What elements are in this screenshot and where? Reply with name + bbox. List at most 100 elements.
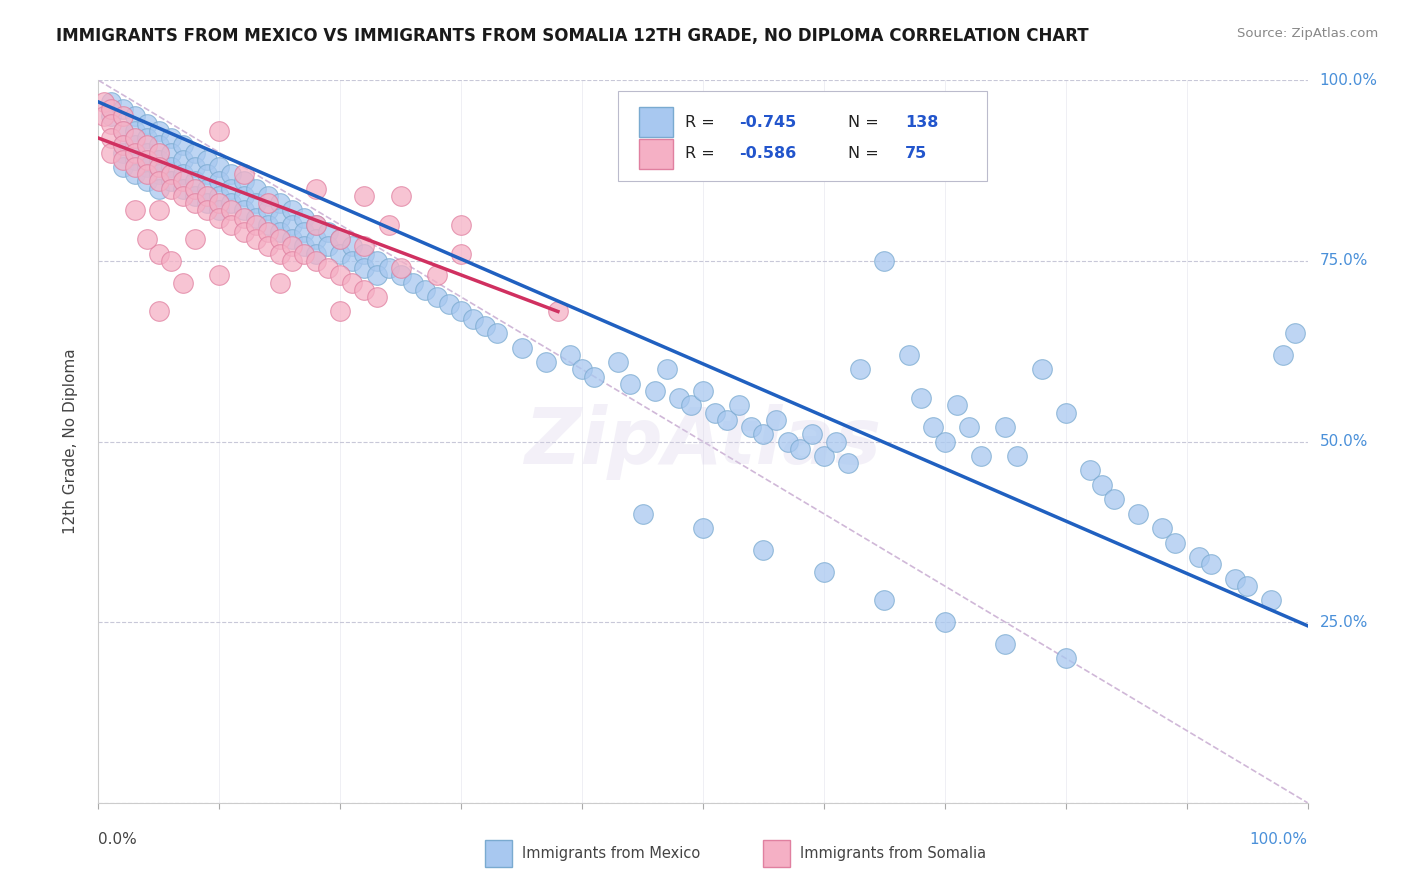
Point	[292, 211, 315, 225]
Point	[547, 304, 569, 318]
Point	[195, 196, 218, 211]
Point	[124, 124, 146, 138]
Point	[148, 246, 170, 260]
Point	[208, 124, 231, 138]
Point	[100, 110, 122, 124]
Text: Immigrants from Somalia: Immigrants from Somalia	[800, 846, 986, 861]
Point	[135, 145, 157, 160]
Point	[184, 232, 207, 246]
Point	[256, 189, 278, 203]
Text: -0.586: -0.586	[740, 146, 797, 161]
Point	[148, 304, 170, 318]
Point	[377, 218, 399, 232]
Point	[208, 160, 231, 174]
Point	[292, 239, 315, 253]
Point	[135, 232, 157, 246]
Point	[825, 434, 848, 449]
Text: 100.0%: 100.0%	[1320, 73, 1378, 87]
Point	[172, 138, 194, 153]
Point	[800, 427, 823, 442]
Point	[245, 211, 267, 225]
Point	[510, 341, 533, 355]
Text: Source: ZipAtlas.com: Source: ZipAtlas.com	[1237, 27, 1378, 40]
Point	[752, 427, 775, 442]
Point	[1260, 593, 1282, 607]
Point	[450, 304, 472, 318]
Point	[1128, 507, 1150, 521]
Point	[1054, 406, 1077, 420]
Point	[221, 167, 243, 181]
Point	[195, 167, 218, 181]
Point	[910, 391, 932, 405]
Point	[1199, 558, 1222, 572]
Point	[353, 246, 375, 260]
Point	[644, 384, 666, 398]
Point	[111, 153, 134, 167]
Point	[934, 434, 956, 449]
Point	[100, 145, 122, 160]
Bar	[638, 107, 673, 137]
Text: IMMIGRANTS FROM MEXICO VS IMMIGRANTS FROM SOMALIA 12TH GRADE, NO DIPLOMA CORRELA: IMMIGRANTS FROM MEXICO VS IMMIGRANTS FRO…	[56, 27, 1088, 45]
Point	[232, 167, 254, 181]
Point	[970, 449, 993, 463]
Point	[195, 203, 218, 218]
Point	[100, 95, 122, 109]
Point	[135, 160, 157, 174]
Point	[583, 369, 606, 384]
Point	[221, 203, 243, 218]
Point	[160, 145, 183, 160]
Point	[124, 167, 146, 181]
Point	[269, 211, 291, 225]
Bar	[763, 839, 790, 867]
Point	[111, 124, 134, 138]
Point	[849, 362, 872, 376]
Point	[232, 174, 254, 188]
Point	[100, 102, 122, 116]
Point	[873, 253, 896, 268]
Point	[148, 160, 170, 174]
Point	[172, 182, 194, 196]
Point	[353, 189, 375, 203]
Point	[232, 203, 254, 218]
Point	[208, 268, 231, 283]
Point	[921, 420, 943, 434]
Point	[184, 160, 207, 174]
Point	[160, 167, 183, 181]
Point	[124, 160, 146, 174]
Point	[389, 261, 412, 276]
Point	[256, 203, 278, 218]
Point	[245, 196, 267, 211]
Point	[305, 246, 328, 260]
Point	[111, 145, 134, 160]
Point	[837, 456, 859, 470]
Text: 50.0%: 50.0%	[1320, 434, 1368, 449]
Point	[160, 160, 183, 174]
Point	[342, 276, 364, 290]
Point	[184, 189, 207, 203]
Point	[148, 138, 170, 153]
FancyBboxPatch shape	[619, 91, 987, 181]
Point	[232, 225, 254, 239]
Text: 138: 138	[905, 115, 938, 129]
Point	[1223, 572, 1246, 586]
Point	[353, 261, 375, 276]
Point	[172, 167, 194, 181]
Point	[994, 420, 1017, 434]
Point	[1272, 348, 1295, 362]
Text: 100.0%: 100.0%	[1250, 831, 1308, 847]
Point	[184, 174, 207, 188]
Point	[208, 189, 231, 203]
Point	[342, 253, 364, 268]
Point	[1152, 521, 1174, 535]
Point	[281, 232, 304, 246]
Point	[631, 507, 654, 521]
Point	[655, 362, 678, 376]
Point	[256, 239, 278, 253]
Point	[135, 138, 157, 153]
Point	[450, 218, 472, 232]
Point	[292, 225, 315, 239]
Point	[269, 276, 291, 290]
Bar	[485, 839, 512, 867]
Point	[172, 153, 194, 167]
Point	[208, 203, 231, 218]
